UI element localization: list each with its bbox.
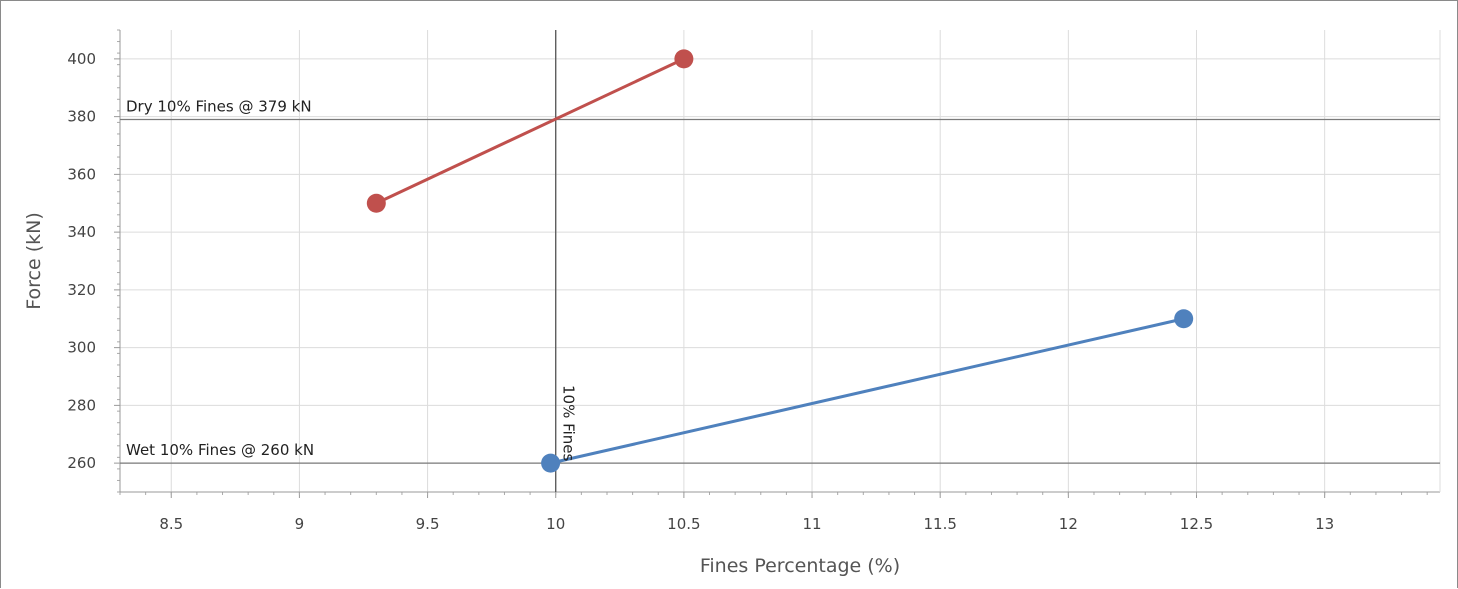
y-tick-label: 400: [67, 50, 96, 68]
x-tick-label: 10: [546, 515, 565, 533]
y-axis-title: Force (kN): [23, 212, 45, 310]
y-tick-label: 340: [67, 223, 96, 241]
reference-line-label: Wet 10% Fines @ 260 kN: [126, 441, 314, 459]
x-tick-label: 12.5: [1180, 515, 1213, 533]
x-tick-label: 12: [1059, 515, 1078, 533]
data-point: [366, 193, 386, 213]
x-tick-label: 11.5: [923, 515, 956, 533]
x-tick-label: 8.5: [159, 515, 183, 533]
x-axis-title: Fines Percentage (%): [700, 555, 900, 577]
y-tick-label: 300: [67, 339, 96, 357]
reference-line-label: 10% Fines: [560, 385, 578, 462]
x-tick-label: 13: [1315, 515, 1334, 533]
data-point: [1174, 309, 1194, 329]
reference-lines: [120, 30, 1440, 492]
series-line: [375, 57, 685, 205]
y-tick-label: 380: [67, 108, 96, 126]
grid: [120, 30, 1440, 492]
series: [366, 49, 1194, 473]
x-tick-label: 11: [802, 515, 821, 533]
y-tick-label: 260: [67, 454, 96, 472]
data-point: [674, 49, 694, 69]
y-tick-label: 360: [67, 165, 96, 183]
y-tick-label: 280: [67, 396, 96, 414]
labels: 8.5 9 9.5 10 10.5 11 11.5 12 12.5 13 260 280 300 320 3…: [67, 50, 1334, 533]
axes: [114, 29, 1441, 498]
y-tick-label: 320: [67, 281, 96, 299]
x-tick-label: 9: [295, 515, 305, 533]
reference-line-label: Dry 10% Fines @ 379 kN: [126, 98, 312, 116]
x-tick-label: 10.5: [667, 515, 700, 533]
data-point: [541, 453, 561, 473]
series-line: [550, 317, 1185, 465]
x-tick-label: 9.5: [416, 515, 440, 533]
